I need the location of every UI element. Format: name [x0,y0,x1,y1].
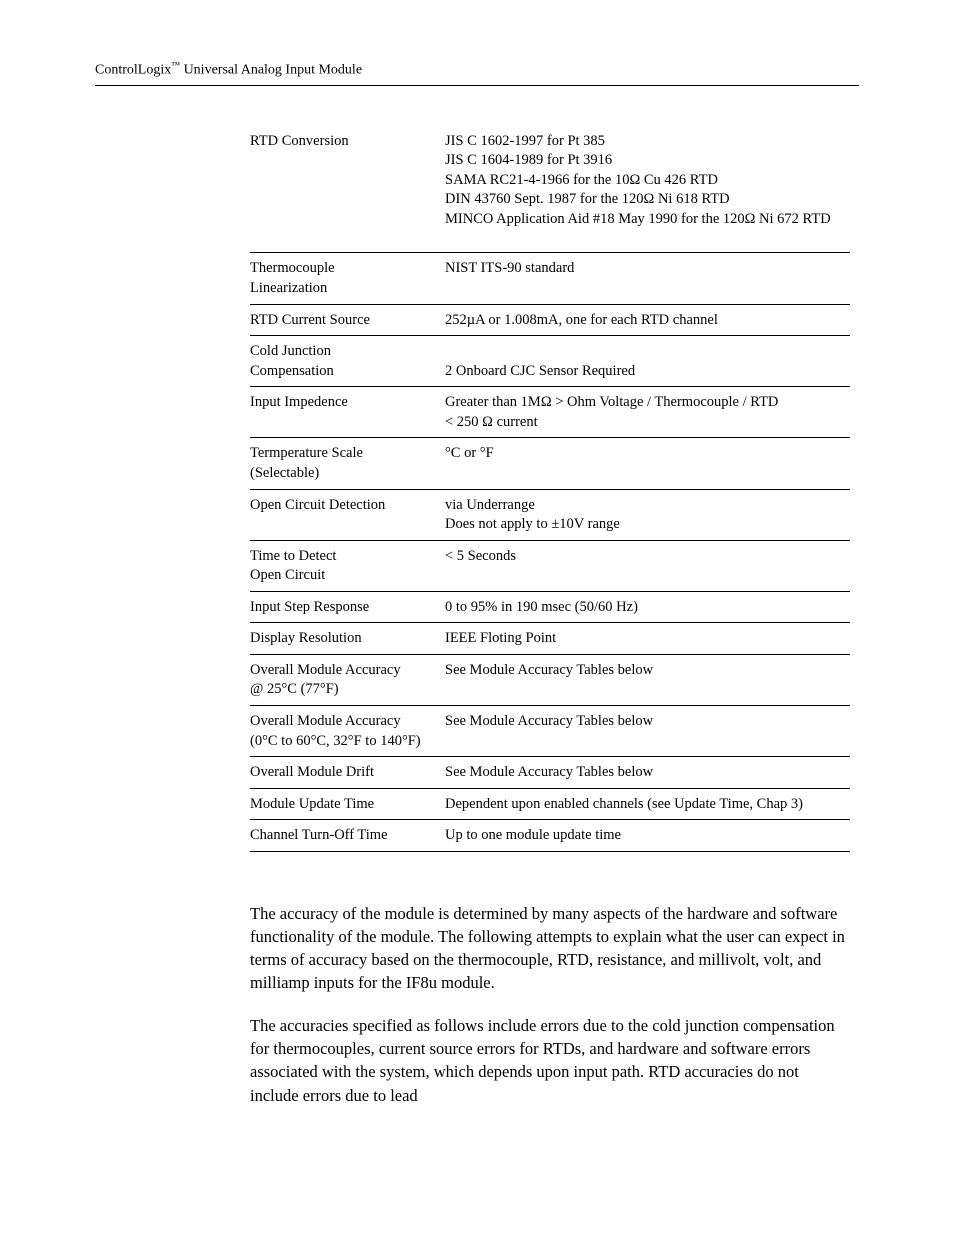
line: Time to Detect [250,547,437,567]
spec-value: JIS C 1602-1997 for Pt 385 JIS C 1604-19… [445,132,850,230]
spec-value: See Module Accuracy Tables below [445,712,850,751]
spec-temperature-scale: Termperature Scale (Selectable) °C or °F [250,438,850,489]
line: < 250 Ω current [445,413,850,433]
spec-label: Overall Module Accuracy @ 25°C (77°F) [250,661,445,700]
spec-label: RTD Current Source [250,311,445,331]
spec-rtd-current-source: RTD Current Source 252µA or 1.008mA, one… [250,305,850,337]
spec-label: Time to Detect Open Circuit [250,547,445,586]
spec-value: See Module Accuracy Tables below [445,661,850,700]
spec-value: Greater than 1MΩ > Ohm Voltage / Thermoc… [445,393,850,432]
line: 2 Onboard CJC Sensor Required [445,363,635,379]
spec-value: See Module Accuracy Tables below [445,763,850,783]
spec-value: NIST ITS-90 standard [445,259,850,298]
spec-overall-module-drift: Overall Module Drift See Module Accuracy… [250,757,850,789]
spec-module-update-time: Module Update Time Dependent upon enable… [250,789,850,821]
header-suffix: Universal Analog Input Module [180,63,362,78]
spec-label: Display Resolution [250,629,445,649]
line: (0°C to 60°C, 32°F to 140°F) [250,732,437,752]
line: Compensation [250,362,437,382]
spec-input-impedence: Input Impedence Greater than 1MΩ > Ohm V… [250,387,850,438]
line: Cold Junction [250,342,437,362]
line: MINCO Application Aid #18 May 1990 for t… [445,210,850,230]
line: (Selectable) [250,464,437,484]
spec-value: IEEE Floting Point [445,629,850,649]
spec-label: Channel Turn-Off Time [250,826,445,846]
line: JIS C 1602-1997 for Pt 385 [445,132,850,152]
spec-channel-turn-off-time: Channel Turn-Off Time Up to one module u… [250,820,850,852]
line: @ 25°C (77°F) [250,680,437,700]
spec-rtd-conversion: RTD Conversion JIS C 1602-1997 for Pt 38… [250,126,850,235]
spec-value: 2 Onboard CJC Sensor Required [445,362,850,382]
line: Thermocouple [250,259,437,279]
spec-cold-junction-compensation: Cold Junction Compensation 2 Onboard CJC… [250,336,850,387]
spec-label: Module Update Time [250,795,445,815]
spec-label: Thermocouple Linearization [250,259,445,298]
content-area: RTD Conversion JIS C 1602-1997 for Pt 38… [250,126,850,1107]
spec-label: Input Step Response [250,598,445,618]
spec-label: Cold Junction Compensation [250,342,445,381]
line: Overall Module Accuracy [250,712,437,732]
prose-paragraph: The accuracies specified as follows incl… [250,1014,850,1106]
spec-value: < 5 Seconds [445,547,850,586]
prose-section: The accuracy of the module is determined… [250,902,850,1107]
line: Greater than 1MΩ > Ohm Voltage / Thermoc… [445,393,850,413]
prose-paragraph: The accuracy of the module is determined… [250,902,850,994]
line: Open Circuit [250,566,437,586]
spec-value: 252µA or 1.008mA, one for each RTD chann… [445,311,850,331]
spec-display-resolution: Display Resolution IEEE Floting Point [250,623,850,655]
line: Overall Module Accuracy [250,661,437,681]
page-header: ControlLogix™ Universal Analog Input Mod… [95,60,859,86]
spec-value: 0 to 95% in 190 msec (50/60 Hz) [445,598,850,618]
spec-overall-module-accuracy-25c: Overall Module Accuracy @ 25°C (77°F) Se… [250,655,850,706]
spec-label: RTD Conversion [250,132,445,230]
spec-label: Overall Module Drift [250,763,445,783]
spec-label: Input Impedence [250,393,445,432]
spec-overall-module-accuracy-0-60c: Overall Module Accuracy (0°C to 60°C, 32… [250,706,850,757]
spec-label: Termperature Scale (Selectable) [250,444,445,483]
spec-label: Open Circuit Detection [250,496,445,535]
spec-value: °C or °F [445,444,850,483]
line: via Underrange [445,496,850,516]
spec-time-to-detect-open-circuit: Time to Detect Open Circuit < 5 Seconds [250,541,850,592]
line: Does not apply to ±10V range [445,515,850,535]
line: JIS C 1604-1989 for Pt 3916 [445,151,850,171]
spec-value: via Underrange Does not apply to ±10V ra… [445,496,850,535]
spec-input-step-response: Input Step Response 0 to 95% in 190 msec… [250,592,850,624]
header-tm: ™ [171,60,180,70]
spec-tc-linearization: Thermocouple Linearization NIST ITS-90 s… [250,252,850,304]
line: Termperature Scale [250,444,437,464]
spec-open-circuit-detection: Open Circuit Detection via Underrange Do… [250,490,850,541]
line: Linearization [250,279,437,299]
spec-value: Dependent upon enabled channels (see Upd… [445,795,850,815]
header-prefix: ControlLogix [95,63,171,78]
line: SAMA RC21-4-1966 for the 10Ω Cu 426 RTD [445,171,850,191]
line: DIN 43760 Sept. 1987 for the 120Ω Ni 618… [445,190,850,210]
spec-label: Overall Module Accuracy (0°C to 60°C, 32… [250,712,445,751]
spec-value: Up to one module update time [445,826,850,846]
